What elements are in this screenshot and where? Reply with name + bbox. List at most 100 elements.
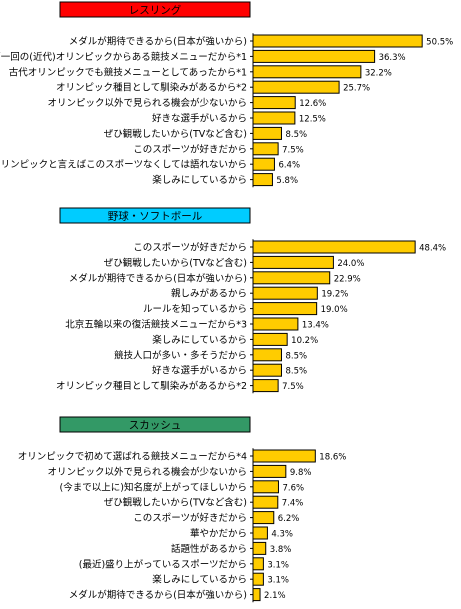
bar (252, 80, 340, 94)
bar (252, 363, 282, 377)
value-label: 7.5% (282, 382, 304, 392)
category-label: 楽しみにしているから (152, 174, 247, 186)
category-label: このスポーツが好きだから (133, 512, 247, 524)
bar (252, 541, 267, 555)
category-label: オリンピックと言えばこのスポーツなくしては語れないから (0, 159, 247, 171)
bar (252, 111, 296, 125)
value-label: 13.4% (302, 321, 329, 331)
value-label: 32.2% (365, 68, 392, 78)
value-label: 12.5% (299, 115, 326, 125)
category-label: オリンピック種目として馴染みがあるから*2 (56, 82, 247, 94)
category-label: ルールを知っているから (143, 303, 247, 315)
bar (252, 557, 264, 571)
category-label: このスポーツが好きだから (133, 242, 247, 254)
category-label: 話題性があるから (171, 543, 247, 555)
value-label: 7.5% (282, 145, 304, 155)
value-label: 6.2% (278, 514, 300, 524)
bar (252, 480, 279, 494)
category-label: 楽しみにしているから (152, 574, 247, 586)
category-label: 北京五輪以来の復活競技メニューだから*3 (65, 319, 247, 331)
value-label: 50.5% (426, 38, 453, 48)
value-label: 48.4% (419, 244, 446, 254)
panel-title-squash: スカッシュ (129, 420, 182, 432)
bar (252, 49, 376, 63)
category-label: (今まで以上に)知名度が上がってほしいから (60, 481, 247, 493)
category-label: 好きな選手がいるから (152, 113, 247, 125)
panel-header-squash (59, 416, 251, 433)
category-label: オリンピック以外で見られる機会が少ないから (47, 466, 247, 478)
value-label: 24.0% (337, 259, 364, 269)
value-label: 7.4% (282, 499, 304, 509)
category-label: 第一回の(近代)オリンピックからある競技メニューだから*1 (0, 51, 247, 63)
panel-header-wrestling (59, 1, 251, 18)
category-label: 楽しみにしているから (152, 334, 247, 346)
panel-header-baseball-softball (59, 207, 251, 224)
bar (252, 173, 273, 187)
category-label: オリンピック以外で見られる機会が少ないから (47, 97, 247, 109)
value-label: 19.2% (321, 290, 348, 300)
bar (252, 34, 423, 48)
value-label: 2.1% (264, 591, 286, 601)
value-label: 36.3% (379, 53, 406, 63)
panel-title-baseball-softball: 野球・ソフトボール (108, 210, 203, 223)
category-label: ぜひ観戦したいから(TVなど含む) (104, 497, 247, 509)
bar (252, 464, 287, 478)
value-label: 3.1% (267, 576, 289, 586)
category-label: メダルが期待できるから(日本が強いから) (69, 589, 247, 601)
category-label: ぜひ観戦したいから(TVなど含む) (104, 128, 247, 140)
bar (252, 286, 318, 300)
bar (252, 348, 282, 362)
bar (252, 96, 296, 110)
category-label: ぜひ観戦したいから(TVなど含む) (104, 257, 247, 269)
value-label: 12.6% (299, 99, 326, 109)
bar (252, 142, 279, 156)
value-label: 4.3% (271, 530, 293, 540)
bar (252, 317, 299, 331)
value-label: 10.2% (291, 336, 318, 346)
bar (252, 240, 416, 254)
category-label: このスポーツが好きだから (133, 143, 247, 155)
category-label: 華やかだから (190, 528, 247, 540)
bar (252, 526, 268, 540)
bar (252, 126, 282, 140)
category-label: 競技人口が多い・多そうだから (114, 349, 247, 361)
bar (252, 449, 316, 463)
value-label: 8.5% (285, 130, 307, 140)
bar (252, 157, 275, 171)
value-label: 25.7% (343, 84, 370, 94)
bar (252, 588, 261, 602)
bar (252, 511, 275, 525)
category-label: オリンピックで初めて選ばれる競技メニューだから*4 (18, 451, 247, 463)
value-label: 5.8% (276, 176, 298, 186)
bar (252, 255, 334, 269)
category-label: 親しみがあるから (171, 288, 247, 300)
value-label: 7.6% (282, 483, 304, 493)
category-label: オリンピック種目として馴染みがあるから*2 (56, 380, 247, 392)
category-label: (最近)盛り上がっているスポーツだから (79, 558, 247, 570)
panel-title-wrestling: レスリング (129, 4, 182, 17)
value-label: 22.9% (334, 274, 361, 284)
value-label: 19.0% (321, 305, 348, 315)
category-label: 好きな選手がいるから (152, 365, 247, 377)
value-label: 3.8% (270, 545, 292, 555)
value-label: 6.4% (278, 161, 300, 171)
category-label: メダルが期待できるから(日本が強いから) (69, 272, 247, 284)
value-label: 8.5% (285, 351, 307, 361)
category-label: 古代オリンピックでも競技メニューとしてあったから*1 (9, 66, 247, 78)
value-label: 8.5% (285, 367, 307, 377)
bar (252, 379, 279, 393)
category-label: メダルが期待できるから(日本が強いから) (69, 36, 247, 48)
value-label: 18.6% (319, 453, 346, 463)
bar (252, 572, 264, 586)
bar (252, 271, 331, 285)
bar (252, 332, 288, 346)
bar (252, 302, 318, 316)
value-label: 3.1% (267, 560, 289, 570)
bar (252, 495, 279, 509)
value-label: 9.8% (290, 468, 312, 478)
bar (252, 65, 362, 79)
